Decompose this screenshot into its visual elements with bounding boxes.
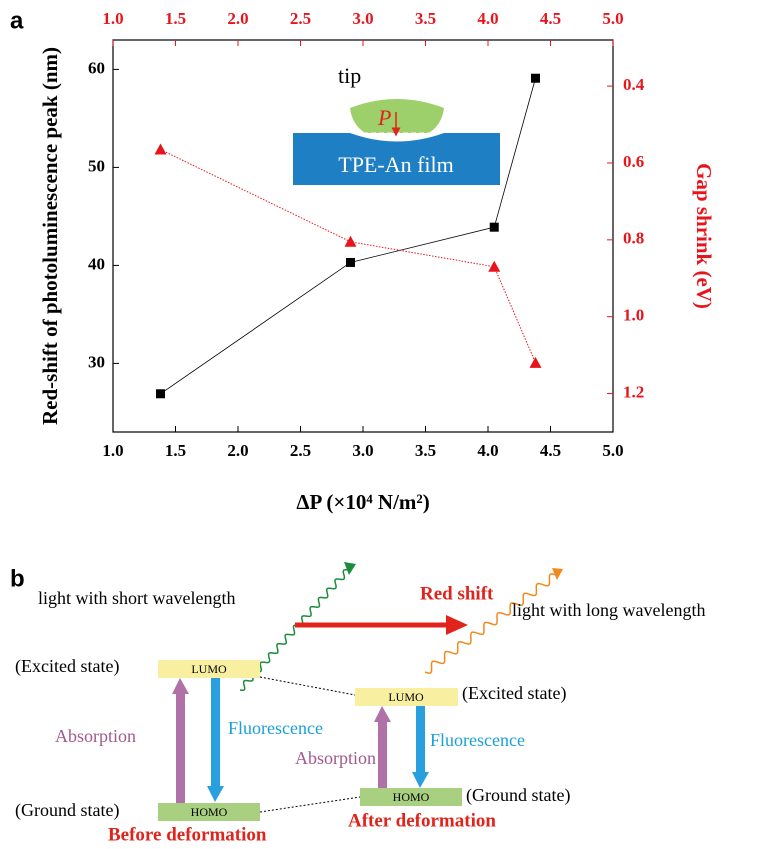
inset-label: P: [377, 105, 391, 130]
y2-axis-label: Gap shrink (eV): [692, 163, 716, 309]
marker: [531, 73, 540, 83]
arrow-head: [374, 706, 391, 722]
arrow-head: [207, 786, 224, 802]
y-axis-label: Red-shift of photoluminescence peak (nm): [38, 47, 62, 425]
level-box: [158, 660, 260, 678]
x-tick-label: 5.0: [602, 441, 623, 460]
tip-shape: [350, 99, 444, 140]
text: Before deformation: [108, 824, 267, 845]
x-tick-label: 4.0: [477, 441, 498, 460]
text: Absorption: [295, 748, 376, 768]
text: HOMO: [191, 805, 228, 819]
text: (Excited state): [15, 656, 119, 677]
x-tick-label: 3.5: [415, 441, 436, 460]
arrow-head: [412, 772, 429, 788]
level-box: [158, 803, 260, 821]
x-tick-label: 4.5: [540, 441, 561, 460]
y-tick-label: 50: [88, 156, 105, 175]
text: light with long wavelength: [512, 600, 705, 620]
text: (Ground state): [15, 800, 119, 821]
y-tick-label: 40: [88, 254, 105, 273]
marker: [346, 257, 355, 267]
marker: [488, 260, 501, 272]
plot-frame: [112, 39, 614, 433]
series-line: [160, 78, 536, 395]
text: After deformation: [348, 810, 496, 831]
marker: [344, 235, 357, 247]
diagram: light with short wavelength Red shift li…: [15, 562, 705, 845]
y2-tick-label: 1.2: [623, 382, 644, 401]
panel-label: b: [10, 565, 25, 592]
x2-tick-label: 3.0: [352, 9, 373, 28]
y2-tick-label: 0.4: [623, 75, 645, 94]
marker: [154, 143, 167, 155]
marker: [529, 356, 542, 368]
arrow-head: [552, 568, 563, 580]
absorption-arrow: [378, 720, 387, 788]
text: Absorption: [55, 726, 136, 746]
arrow-head: [446, 615, 468, 635]
x2-tick-label: 4.5: [540, 9, 561, 28]
x-axis-label: ΔP (×10⁴ N/m²): [296, 490, 429, 514]
inset-label: TPE-An film: [338, 152, 454, 177]
arrow-head: [344, 562, 356, 575]
series-line: [160, 149, 536, 364]
text: Fluorescence: [430, 730, 525, 750]
x2-tick-label: 4.0: [477, 9, 498, 28]
x2-tick-label: 2.0: [227, 9, 248, 28]
x-tick-label: 1.0: [102, 441, 123, 460]
dent: [350, 133, 444, 142]
x2-tick-label: 5.0: [602, 9, 623, 28]
text: Red shift: [420, 583, 494, 604]
x2-tick-label: 3.5: [415, 9, 436, 28]
y-tick-label: 30: [88, 352, 105, 371]
x-tick-label: 2.0: [227, 441, 248, 460]
y2-tick-label: 1.0: [623, 306, 644, 325]
text: Fluorescence: [228, 718, 323, 738]
text: light with short wavelength: [38, 588, 235, 608]
x-tick-label: 1.5: [165, 441, 186, 460]
y-tick-label: 60: [88, 58, 105, 77]
text: LUMO: [388, 690, 424, 704]
x-tick-label: 2.5: [290, 441, 311, 460]
film-shape: [293, 133, 500, 185]
absorption-arrow: [176, 692, 185, 803]
connector: [259, 796, 361, 813]
marker: [489, 222, 499, 232]
x2-tick-label: 2.5: [290, 9, 311, 28]
x-tick-label: 3.0: [352, 441, 373, 460]
x2-tick-label: 1.0: [102, 9, 123, 28]
text: HOMO: [393, 790, 430, 804]
y2-tick-label: 0.8: [623, 229, 644, 248]
chart: tip P TPE-An film Red-shift of photolumi…: [38, 9, 716, 514]
text: (Ground state): [466, 785, 570, 806]
level-box: [360, 788, 462, 806]
fluorescence-arrow: [211, 678, 220, 788]
level-box: [355, 688, 458, 706]
arrow-head: [172, 678, 189, 694]
panel-label: a: [10, 7, 24, 34]
wavy-arrow: [424, 573, 557, 674]
x2-tick-label: 1.5: [165, 9, 186, 28]
connector: [259, 676, 356, 696]
text: (Excited state): [462, 683, 566, 704]
marker: [156, 389, 165, 399]
inset-label: tip: [338, 63, 361, 88]
y2-tick-label: 0.6: [623, 152, 644, 171]
text: LUMO: [191, 662, 227, 676]
fluorescence-arrow: [416, 706, 425, 774]
